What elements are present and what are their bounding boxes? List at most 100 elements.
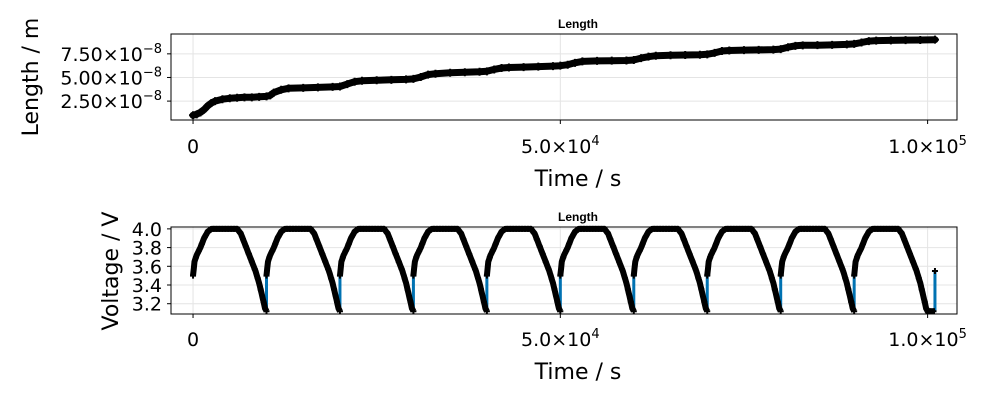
data-point xyxy=(554,298,561,305)
data-point xyxy=(630,308,637,315)
data-point xyxy=(566,240,573,247)
data-point xyxy=(771,286,778,293)
data-point xyxy=(695,50,704,59)
data-point xyxy=(715,233,722,240)
x-tick-label: 1.0×105 xyxy=(888,134,967,158)
data-point xyxy=(864,37,873,46)
data-point xyxy=(850,39,859,48)
data-point xyxy=(475,67,484,76)
data-point xyxy=(422,233,429,240)
length-chart: Length 2.50×10−85.00×10−87.50×10−8 0 5.0×… xyxy=(19,17,967,192)
data-point xyxy=(757,243,764,250)
data-point xyxy=(446,68,455,77)
data-point xyxy=(713,240,720,247)
data-point xyxy=(845,286,852,293)
data-point xyxy=(542,258,549,265)
voltage-cycle-trace xyxy=(851,225,938,315)
data-point xyxy=(211,97,220,106)
x-ticks: 0 5.0×104 1.0×105 xyxy=(187,314,967,351)
data-point xyxy=(424,70,433,79)
data-point xyxy=(255,92,264,101)
data-point xyxy=(401,275,408,282)
data-point xyxy=(642,233,649,240)
y-axis-label: Length / m xyxy=(19,18,44,137)
data-point xyxy=(466,251,473,258)
data-point xyxy=(480,298,487,305)
data-point xyxy=(683,243,690,250)
data-point xyxy=(851,272,858,279)
data-point xyxy=(701,298,708,305)
data-point xyxy=(842,40,851,49)
data-point xyxy=(334,298,341,305)
data-point xyxy=(331,286,338,293)
data-point xyxy=(633,254,640,261)
data-point xyxy=(760,251,767,258)
data-point xyxy=(780,254,787,261)
data-point xyxy=(335,82,344,91)
data-point xyxy=(629,55,638,64)
data-point xyxy=(689,258,696,265)
data-point xyxy=(477,286,484,293)
data-point xyxy=(248,258,255,265)
data-point xyxy=(704,272,711,279)
data-point xyxy=(921,298,928,305)
data-point xyxy=(704,308,711,315)
data-point xyxy=(842,275,849,282)
data-point xyxy=(556,61,565,70)
data-point xyxy=(339,254,346,261)
data-point xyxy=(482,67,491,76)
data-point xyxy=(571,58,580,67)
data-point xyxy=(530,229,537,236)
data-point xyxy=(409,74,418,83)
y-tick-label: 3.4 xyxy=(132,275,162,297)
data-point xyxy=(218,95,227,104)
data-point xyxy=(240,93,249,102)
data-point xyxy=(686,251,693,258)
data-point xyxy=(763,258,770,265)
data-point xyxy=(497,64,506,73)
data-point xyxy=(495,233,502,240)
data-point xyxy=(387,75,396,84)
data-point xyxy=(475,275,482,282)
data-point xyxy=(754,236,761,243)
data-point xyxy=(886,36,895,45)
data-point xyxy=(607,56,616,65)
data-point xyxy=(906,251,913,258)
data-point xyxy=(336,308,343,315)
x-tick-label: 0 xyxy=(187,329,199,351)
data-point xyxy=(322,258,329,265)
data-point xyxy=(272,240,279,247)
data-point xyxy=(857,38,866,47)
data-point xyxy=(195,247,202,254)
data-point xyxy=(257,286,264,293)
data-point xyxy=(348,233,355,240)
x-ticks: 0 5.0×104 1.0×105 xyxy=(187,120,967,158)
data-point xyxy=(198,240,205,247)
data-point xyxy=(457,229,464,236)
data-point xyxy=(534,62,543,71)
data-point xyxy=(200,105,209,114)
data-point xyxy=(621,275,628,282)
data-point xyxy=(619,266,626,273)
voltage-line xyxy=(191,227,937,313)
data-point xyxy=(904,243,911,250)
data-point xyxy=(483,308,490,315)
data-point xyxy=(492,240,499,247)
y-tick-label: 3.2 xyxy=(132,294,162,316)
data-point xyxy=(901,236,908,243)
x-tick-label: 5.0×104 xyxy=(521,327,600,351)
data-point xyxy=(777,308,784,315)
y-ticks: 3.23.43.63.84.0 xyxy=(132,219,171,316)
data-point xyxy=(410,308,417,315)
data-point xyxy=(854,254,861,261)
x-tick-label: 1.0×105 xyxy=(888,327,967,351)
data-point xyxy=(395,258,402,265)
data-point xyxy=(557,308,564,315)
data-series xyxy=(190,225,938,315)
data-point xyxy=(898,229,905,236)
data-point xyxy=(848,298,855,305)
data-point xyxy=(404,286,411,293)
data-point xyxy=(824,229,831,236)
data-point xyxy=(710,48,719,57)
data-point xyxy=(263,308,270,315)
